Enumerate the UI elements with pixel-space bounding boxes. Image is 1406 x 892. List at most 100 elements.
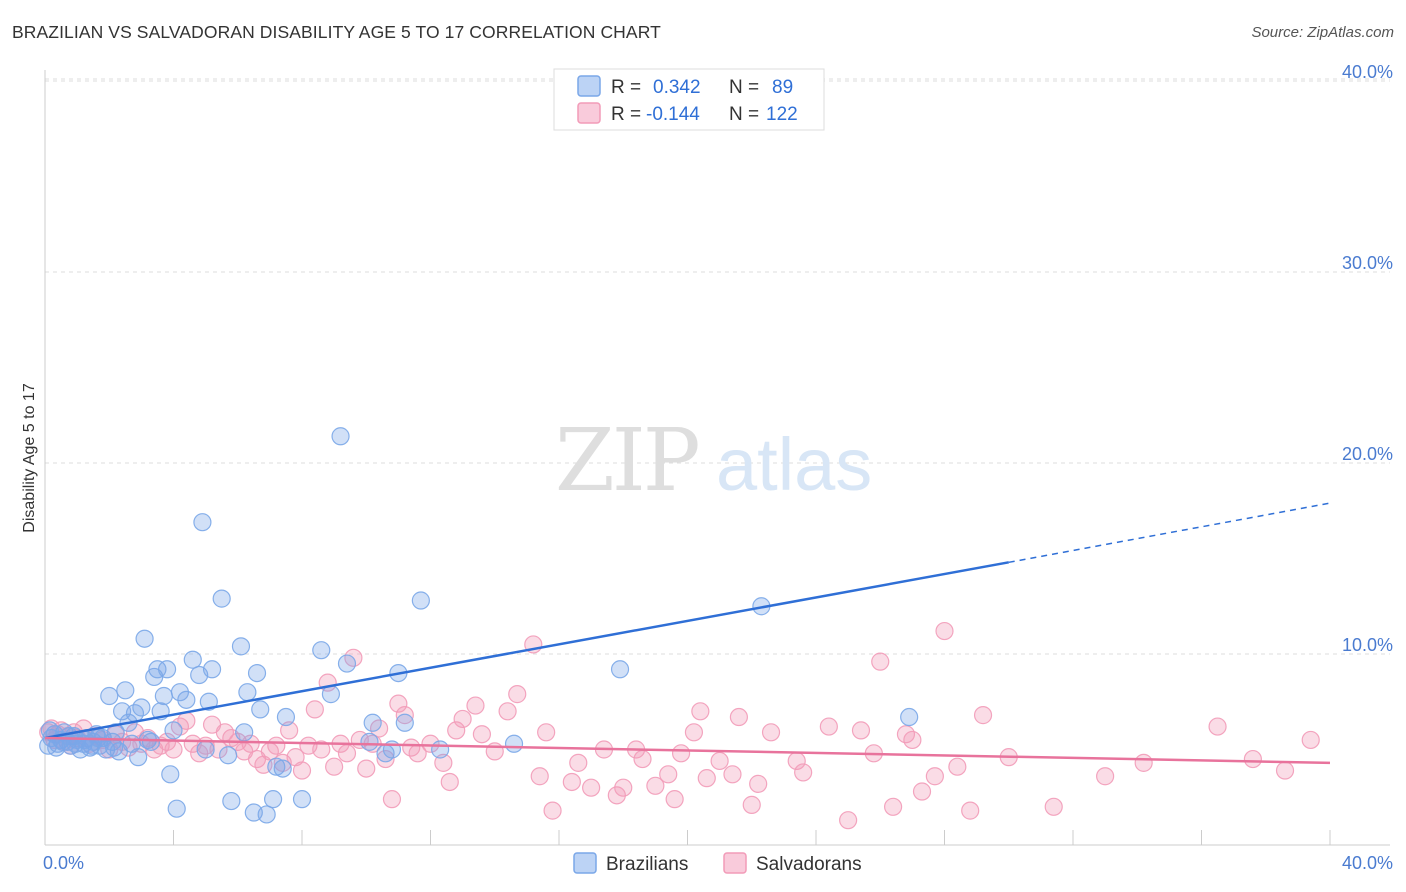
salvadorans-point-99 <box>794 763 813 782</box>
brazilians-point-76 <box>610 660 630 679</box>
legend-salvadorans-swatch <box>723 852 747 874</box>
series-legend: Brazilians Salvadorans <box>573 852 862 875</box>
salvadorans-point-44 <box>292 761 312 780</box>
y-axis-label: Disability Age 5 to 17 <box>21 383 38 533</box>
brazilians-point-58 <box>263 790 283 809</box>
salvadorans-point-54 <box>357 759 376 778</box>
y-tick-labels: 10.0% 20.0% 30.0% 40.0% <box>1342 62 1393 655</box>
legend-n-label-1: N = <box>729 77 759 98</box>
legend-salvadorans-label: Salvadorans <box>756 854 862 875</box>
salvadorans-point-120 <box>925 767 944 786</box>
salvadorans-point-58 <box>382 790 402 809</box>
salvadorans-point-121 <box>973 706 993 725</box>
salvadorans-point-74 <box>530 767 549 786</box>
x-tick-label-min: 0.0% <box>43 853 84 873</box>
salvadorans-point-85 <box>646 776 665 795</box>
salvadorans-point-71 <box>498 702 517 721</box>
salvadorans-point-88 <box>671 744 691 763</box>
brazilians-trend-line <box>44 561 1009 740</box>
brazilians-point-85 <box>82 736 101 755</box>
salvadorans-point-66 <box>447 721 466 740</box>
y-tick-label-30: 30.0% <box>1342 253 1393 273</box>
brazilians-point-62 <box>292 790 312 809</box>
brazilians-point-38 <box>164 721 183 740</box>
source-label: Source: ZipAtlas.com <box>1251 24 1394 41</box>
gridlines <box>45 78 1390 655</box>
brazilians-point-57 <box>257 805 276 824</box>
salvadorans-point-117 <box>1243 749 1263 769</box>
brazilians-point-42 <box>183 650 202 669</box>
salvadorans-point-118 <box>1275 761 1295 780</box>
salvadorans-point-40 <box>267 736 286 755</box>
brazilians-point-61 <box>276 707 296 727</box>
y-tick-label-20: 20.0% <box>1342 444 1393 464</box>
salvadorans-point-101 <box>839 811 858 830</box>
salvadorans-point-65 <box>440 772 459 792</box>
salvadorans-point-86 <box>659 765 678 784</box>
brazilians-point-44 <box>193 513 212 532</box>
brazilians-point-78 <box>900 707 919 727</box>
x-axis-ticks <box>44 830 1331 845</box>
salvadorans-point-113 <box>1044 797 1063 816</box>
brazilians-point-59 <box>267 757 286 776</box>
salvadorans-point-90 <box>691 702 710 721</box>
y-tick-label-10: 10.0% <box>1342 635 1393 655</box>
legend-brazilians-label: Brazilians <box>606 854 688 875</box>
legend-n-value-1: 89 <box>772 77 793 98</box>
watermark: ZIP atlas <box>555 411 872 511</box>
salvadorans-point-77 <box>562 772 581 792</box>
legend-brazilians-swatch <box>573 852 597 874</box>
salvadorans-point-100 <box>819 717 838 736</box>
brazilians-point-28 <box>129 748 148 767</box>
salvadorans-point-110 <box>948 757 967 776</box>
brazilians-point-47 <box>202 660 222 679</box>
salvadorans-point-109 <box>935 621 954 641</box>
salvadorans-point-119 <box>1301 730 1320 750</box>
salvadorans-point-82 <box>614 778 633 797</box>
brazilians-point-72 <box>395 713 414 732</box>
chart-title: BRAZILIAN VS SALVADORAN DISABILITY AGE 5… <box>12 22 661 42</box>
salvadorans-point-104 <box>871 652 890 671</box>
salvadorans-trend-line <box>44 736 1331 765</box>
salvadorans-point-75 <box>537 723 556 742</box>
stats-legend: R = 0.342 N = 89 R = -0.144 N = 122 <box>553 68 825 131</box>
legend-n-value-2: 122 <box>766 104 798 125</box>
brazilians-point-41 <box>177 690 196 709</box>
salvadorans-point-116 <box>1208 717 1227 736</box>
brazilians-point-30 <box>135 629 154 648</box>
brazilians-point-65 <box>331 427 350 446</box>
brazilians-point-33 <box>148 660 167 679</box>
brazilians-point-56 <box>251 700 270 719</box>
brazilians-point-51 <box>231 637 251 656</box>
salvadorans-point-84 <box>633 749 652 769</box>
brazilians-point-21 <box>106 723 125 742</box>
brazilians-point-48 <box>212 589 231 608</box>
legend-r-label-2: R = <box>611 104 641 125</box>
salvadorans-point-92 <box>710 751 729 771</box>
watermark-atlas: atlas <box>716 423 872 506</box>
salvadorans-point-23 <box>157 732 177 751</box>
x-tick-label-max: 40.0% <box>1342 853 1393 873</box>
salvadorans-point-49 <box>325 757 344 776</box>
brazilians-point-19 <box>100 686 119 706</box>
trend-lines <box>44 502 1331 765</box>
watermark-zip: ZIP <box>555 411 698 511</box>
legend-n-label-2: N = <box>729 104 759 125</box>
brazilians-point-40 <box>170 683 190 702</box>
salvadorans-swatch <box>577 102 601 124</box>
salvadorans-point-89 <box>684 723 704 742</box>
salvadorans-point-114 <box>1096 767 1115 786</box>
brazilians-point-36 <box>157 660 177 679</box>
brazilians-point-67 <box>360 732 379 751</box>
salvadorans-point-94 <box>729 707 749 727</box>
salvadorans-point-67 <box>453 709 472 729</box>
salvadorans-point-64 <box>434 753 453 772</box>
salvadorans-point-24 <box>164 740 183 759</box>
legend-r-label-1: R = <box>611 77 641 98</box>
salvadorans-point-93 <box>723 765 742 784</box>
brazilians-point-53 <box>238 683 257 702</box>
brazilians-point-24 <box>116 681 135 700</box>
salvadorans-point-72 <box>508 685 527 704</box>
brazilians-point-52 <box>235 723 254 742</box>
salvadorans-point-111 <box>961 801 980 820</box>
